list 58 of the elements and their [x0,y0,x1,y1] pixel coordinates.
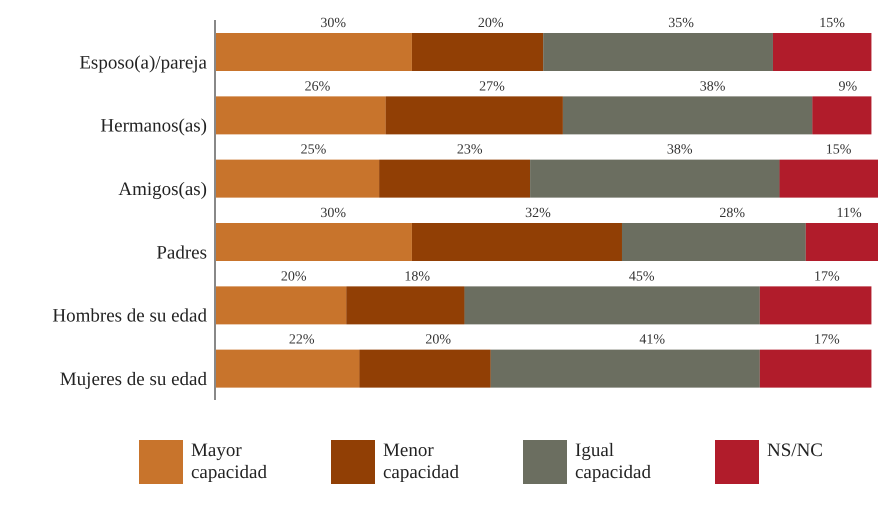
y-tick-label: Hermanos(as) [100,116,207,137]
bar [412,33,544,71]
data-label: 38% [700,79,726,94]
bar [215,223,412,261]
legend-label: NS/NC [767,440,824,462]
y-tick-label: Mujeres de su edad [60,369,208,390]
bar [215,286,346,324]
bar [760,350,872,388]
bar [215,350,360,388]
data-label: 20% [478,16,504,31]
bar [215,33,412,71]
data-label: 41% [639,332,666,348]
data-label: 22% [288,332,315,348]
data-label: 9% [838,79,858,94]
data-label: 38% [666,142,693,158]
bar [379,160,530,198]
bar [543,33,773,71]
data-label: 20% [280,269,307,284]
bar [412,223,622,261]
data-label: 26% [304,79,331,94]
data-label: 35% [668,16,694,31]
data-label: 25% [300,142,327,158]
y-tick-label: Amigos(as) [118,179,207,200]
data-label: 17% [814,332,840,348]
data-label: 11% [836,206,862,221]
bar [780,160,878,198]
data-label: 17% [814,269,840,284]
legend-label: Igual capacidad [575,440,652,484]
data-label: 20% [425,332,452,348]
legend-label: Menor capacidad [383,440,460,484]
bar [346,286,464,324]
data-label: 30% [320,16,346,31]
bar [215,96,386,134]
data-label: 27% [479,79,506,94]
bar [812,96,872,134]
y-tick-label: Padres [156,242,207,264]
data-label: 30% [320,206,346,221]
data-label: 28% [719,206,746,221]
data-label: 32% [525,206,552,221]
data-label: 45% [628,269,655,284]
data-label: 23% [456,142,483,158]
bar [464,286,760,324]
y-tick-label: Hombres de su edad [52,306,208,327]
bar [562,96,812,134]
data-label: 15% [826,142,852,158]
bar [806,223,878,261]
legend-label: Mayor capacidad [191,440,268,484]
bar [772,33,872,71]
bar [622,223,806,261]
bar [760,286,872,324]
bar [215,160,380,198]
bar [530,160,780,198]
y-tick-label: Esposo(a)/pareja [79,52,208,74]
data-label: 15% [819,16,846,31]
bar [359,350,491,388]
bar [490,350,760,388]
data-label: 18% [404,269,430,284]
bar [386,96,563,134]
